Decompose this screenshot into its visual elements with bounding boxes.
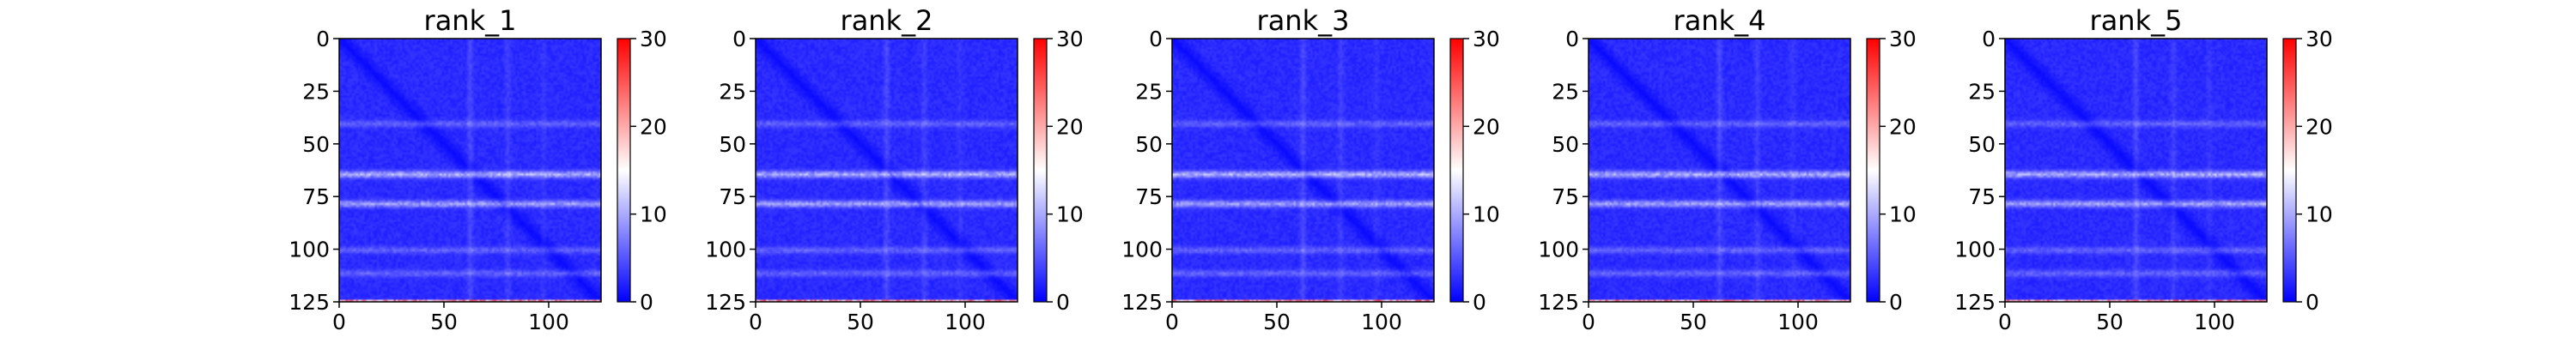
y-tick-label: 50 (1552, 132, 1579, 157)
y-tick-label: 50 (1968, 132, 1996, 157)
y-tick-label: 25 (1968, 79, 1996, 104)
y-tick-label: 100 (289, 238, 330, 262)
y-tick-label: 125 (1954, 290, 1996, 315)
colorbar-tick-label: 30 (1473, 27, 1500, 51)
colorbar-tick-label: 10 (1473, 202, 1500, 227)
colorbar-tick-label: 10 (1889, 202, 1917, 227)
colorbar-tick-label: 10 (1056, 202, 1084, 227)
panel-title: rank_1 (424, 4, 517, 37)
heatmap-image (756, 39, 1018, 302)
colorbar (1449, 38, 1464, 303)
y-tick-label: 0 (1149, 27, 1163, 51)
y-tick-label: 75 (1135, 184, 1163, 209)
heatmap-image (1589, 39, 1850, 302)
x-tick-label: 0 (749, 310, 762, 334)
y-tick-label: 25 (1552, 79, 1579, 104)
heatmap-image (339, 39, 601, 302)
y-tick-label: 100 (1121, 238, 1163, 262)
x-tick-label: 50 (847, 310, 874, 334)
y-tick-label: 25 (719, 79, 746, 104)
y-tick-label: 0 (1982, 27, 1996, 51)
y-tick-label: 75 (1968, 184, 1996, 209)
y-tick-label: 125 (705, 290, 746, 315)
x-tick-label: 0 (1998, 310, 2012, 334)
x-tick-label: 50 (1263, 310, 1291, 334)
y-tick-label: 0 (732, 27, 746, 51)
colorbar-tick-label: 30 (2306, 27, 2333, 51)
heatmap-image (1172, 39, 1434, 302)
y-tick-label: 100 (705, 238, 746, 262)
panel-title: rank_2 (841, 4, 933, 37)
y-tick-label: 0 (316, 27, 330, 51)
y-tick-label: 50 (719, 132, 746, 157)
colorbar (2282, 38, 2297, 303)
x-tick-label: 100 (528, 310, 569, 334)
colorbar-tick-label: 0 (1473, 290, 1486, 315)
colorbar-tick-label: 20 (2306, 114, 2333, 139)
x-tick-label: 50 (2096, 310, 2123, 334)
colorbar-tick-label: 10 (640, 202, 667, 227)
y-tick-label: 100 (1538, 238, 1579, 262)
colorbar-tick-label: 10 (2306, 202, 2333, 227)
colorbar (1866, 38, 1880, 303)
x-tick-label: 0 (332, 310, 346, 334)
x-tick-label: 0 (1582, 310, 1595, 334)
colorbar-tick-label: 20 (1056, 114, 1084, 139)
y-tick-label: 75 (302, 184, 330, 209)
y-tick-label: 50 (1135, 132, 1163, 157)
x-tick-label: 100 (2194, 310, 2235, 334)
axes-frame (755, 38, 1018, 303)
colorbar-tick-label: 20 (1889, 114, 1917, 139)
axes-frame (1171, 38, 1435, 303)
colorbar-tick-label: 0 (2306, 290, 2319, 315)
y-tick-label: 75 (1552, 184, 1579, 209)
y-tick-label: 50 (302, 132, 330, 157)
colorbar-tick-label: 30 (1056, 27, 1084, 51)
colorbar-tick-label: 30 (1889, 27, 1917, 51)
heatmap-image (2005, 39, 2267, 302)
y-tick-label: 25 (1135, 79, 1163, 104)
colorbar (1033, 38, 1048, 303)
y-tick-label: 125 (1121, 290, 1163, 315)
x-tick-label: 100 (1361, 310, 1402, 334)
panel-title: rank_4 (1674, 4, 1766, 37)
colorbar-tick-label: 30 (640, 27, 667, 51)
x-tick-label: 100 (1777, 310, 1819, 334)
panel-title: rank_3 (1257, 4, 1350, 37)
x-tick-label: 100 (945, 310, 986, 334)
axes-frame (338, 38, 602, 303)
y-tick-label: 25 (302, 79, 330, 104)
y-tick-label: 0 (1565, 27, 1579, 51)
colorbar-tick-label: 0 (1056, 290, 1070, 315)
x-tick-label: 0 (1165, 310, 1179, 334)
y-tick-label: 100 (1954, 238, 1996, 262)
colorbar (617, 38, 631, 303)
y-tick-label: 75 (719, 184, 746, 209)
x-tick-label: 50 (1680, 310, 1707, 334)
colorbar-tick-label: 20 (640, 114, 667, 139)
x-tick-label: 50 (430, 310, 458, 334)
panel-title: rank_5 (2090, 4, 2183, 37)
y-tick-label: 125 (1538, 290, 1579, 315)
colorbar-tick-label: 0 (640, 290, 653, 315)
colorbar-tick-label: 0 (1889, 290, 1903, 315)
axes-frame (2004, 38, 2268, 303)
axes-frame (1588, 38, 1851, 303)
y-tick-label: 125 (289, 290, 330, 315)
colorbar-tick-label: 20 (1473, 114, 1500, 139)
